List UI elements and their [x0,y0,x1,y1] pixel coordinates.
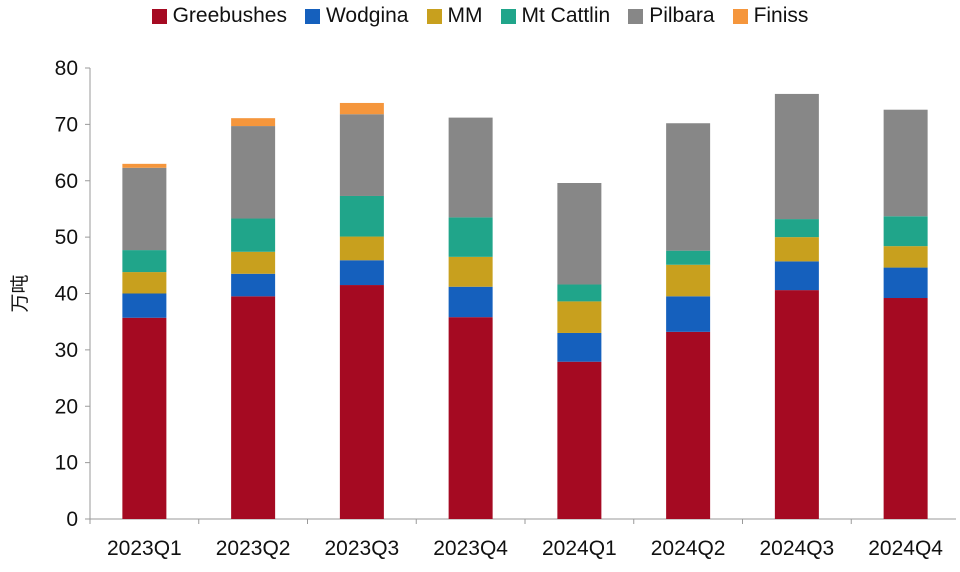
legend: Greebushes Wodgina MM Mt Cattlin Pilbara Fini… [0,4,960,28]
legend-swatch [732,8,748,24]
legend-item-pilbara: Pilbara [628,4,715,28]
legend-label: Finiss [753,4,809,27]
legend-item-wodgina: Wodgina [304,4,409,28]
bar-segment-mt-cattlin [557,284,602,302]
bar-segment-pilbara [666,123,711,251]
bar-segment-wodgina [774,261,819,291]
y-tick-label: 70 [55,113,78,136]
bar-segment-pilbara [448,117,493,218]
bar-segment-wodgina [339,260,384,286]
legend-label: MM [447,4,483,27]
legend-item-greebushes: Greebushes [151,4,287,28]
bar-segment-mt-cattlin [122,250,167,273]
x-tick-label: 2024Q3 [760,537,835,560]
bar-segment-pilbara [339,114,384,196]
legend-label: Greebushes [172,4,287,27]
legend-item-finiss: Finiss [732,4,809,28]
bar-segment-mm [774,237,819,262]
bar-segment-greebushes [339,285,384,519]
x-tick-label: 2023Q4 [433,537,508,560]
legend-item-mt-cattlin: Mt Cattlin [500,4,611,28]
bar-segment-pilbara [231,126,276,219]
bar-segment-mt-cattlin [448,217,493,257]
x-tick-label: 2024Q2 [651,537,726,560]
legend-label: Wodgina [325,4,409,27]
y-tick-label: 60 [55,170,78,193]
bar-segment-wodgina [448,286,493,318]
bar-segment-pilbara [883,109,928,217]
x-tick-label: 2024Q1 [542,537,617,560]
bar-segment-greebushes [448,317,493,519]
legend-label: Pilbara [649,4,715,27]
bar-segment-wodgina [557,332,602,362]
y-tick-label: 50 [55,226,78,249]
bar-segment-mm [339,236,384,261]
bar-segment-wodgina [122,293,167,318]
bar-segment-mt-cattlin [666,250,711,265]
bar-segment-mt-cattlin [339,195,384,237]
bar-segment-pilbara [774,93,819,220]
bar-segment-greebushes [774,290,819,519]
bar-segment-greebushes [883,298,928,519]
bar-segment-mt-cattlin [774,219,819,238]
y-axis-label: 万吨 [9,274,31,312]
bar-segment-pilbara [122,167,167,251]
bar-segment-mt-cattlin [231,218,276,252]
bar-segment-wodgina [883,267,928,299]
bar-segment-mm [122,272,167,294]
x-tick-label: 2024Q4 [868,537,943,560]
x-tick-label: 2023Q2 [216,537,291,560]
x-tick-label: 2023Q1 [107,537,182,560]
legend-label: Mt Cattlin [521,4,611,27]
bar-segment-mt-cattlin [883,216,928,247]
bar-segment-finiss [231,118,276,127]
bar-segment-mm [666,264,711,297]
bar-segment-wodgina [231,273,276,297]
bar-segment-mm [557,301,602,333]
legend-swatch [304,8,320,24]
y-tick-label: 10 [55,452,78,475]
bar-segment-pilbara [557,183,602,285]
y-tick-label: 30 [55,339,78,362]
y-tick-label: 20 [55,395,78,418]
y-tick-label: 0 [66,508,78,531]
bar-segment-mm [883,246,928,268]
bar-segment-greebushes [122,317,167,519]
x-tick-label: 2023Q3 [325,537,400,560]
bar-segment-mm [231,251,276,274]
legend-swatch [426,8,442,24]
bar-segment-greebushes [557,361,602,519]
legend-swatch [500,8,516,24]
bar-segment-mm [448,256,493,287]
bar-segment-finiss [122,163,167,168]
bar-segment-finiss [339,102,384,115]
bar-segment-greebushes [666,331,711,519]
y-tick-label: 40 [55,283,78,306]
bar-segment-greebushes [231,296,276,519]
y-tick-label: 80 [55,57,78,80]
legend-item-mm: MM [426,4,483,28]
legend-swatch [151,8,167,24]
legend-swatch [628,8,644,24]
bar-segment-wodgina [666,296,711,332]
